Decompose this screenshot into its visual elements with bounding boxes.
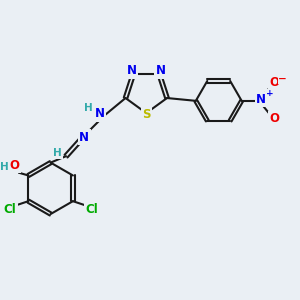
- Text: Cl: Cl: [85, 203, 98, 216]
- Text: O: O: [9, 159, 20, 172]
- Text: N: N: [155, 64, 166, 77]
- Text: H: H: [84, 103, 93, 113]
- Text: N: N: [79, 131, 89, 144]
- Text: S: S: [142, 108, 151, 121]
- Text: N: N: [127, 64, 137, 77]
- Text: N: N: [94, 107, 104, 121]
- Text: +: +: [266, 89, 273, 98]
- Text: −: −: [278, 74, 287, 83]
- Text: H: H: [0, 162, 8, 172]
- Text: Cl: Cl: [3, 203, 16, 216]
- Text: O: O: [269, 112, 279, 125]
- Text: O: O: [269, 76, 279, 89]
- Text: N: N: [256, 93, 266, 106]
- Text: H: H: [53, 148, 62, 158]
